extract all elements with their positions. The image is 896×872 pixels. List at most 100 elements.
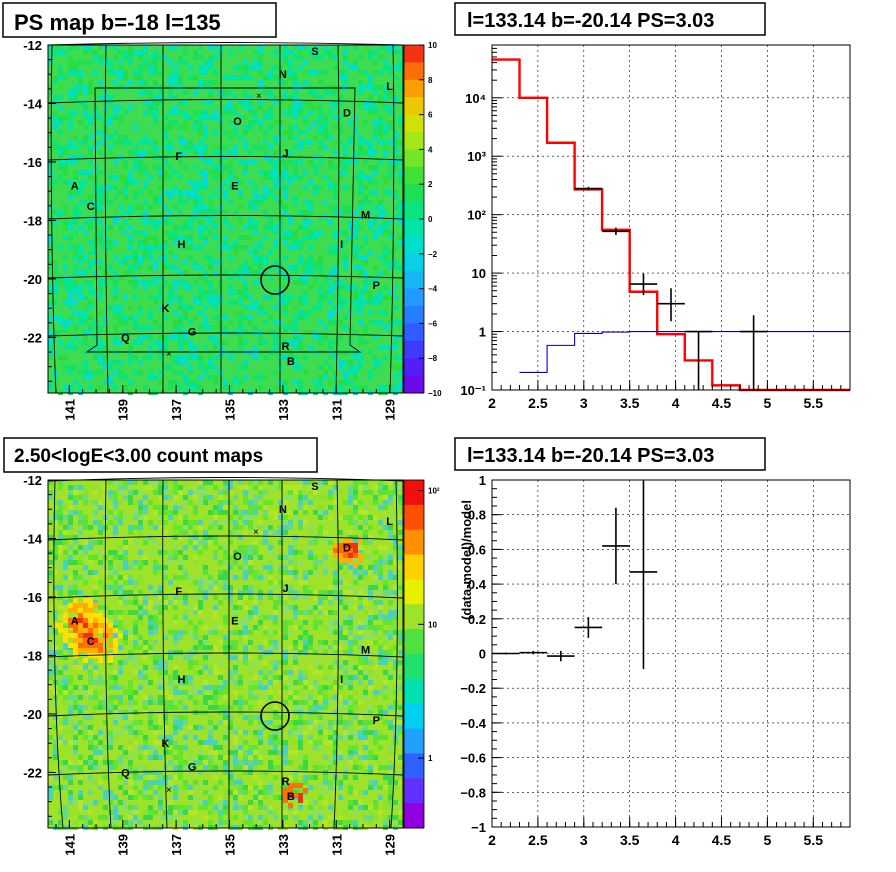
ps-map-pixel <box>178 355 183 360</box>
ps-map-pixel <box>63 235 68 240</box>
ps-map-pixel <box>253 205 258 210</box>
ps-map-pixel <box>178 345 183 350</box>
count-map-pixel <box>303 675 308 680</box>
count-map-pixel <box>238 695 243 700</box>
ps-map-pixel <box>318 130 323 135</box>
count-map-pixel <box>168 685 173 690</box>
ps-map-pixel <box>383 180 388 185</box>
ps-map-pixel <box>348 220 353 225</box>
ps-map-pixel <box>78 315 83 320</box>
count-map-pixel <box>218 690 223 695</box>
ps-map-pixel <box>93 240 98 245</box>
ps-map-pixel <box>83 170 88 175</box>
count-map-pixel <box>93 745 98 750</box>
count-map-pixel <box>368 625 373 630</box>
count-map-pixel <box>158 725 163 730</box>
ps-map-pixel <box>253 190 258 195</box>
count-map-pixel <box>263 750 268 755</box>
ps-map-pixel <box>253 345 258 350</box>
ps-map-pixel <box>283 50 288 55</box>
count-map-pixel <box>268 760 273 765</box>
ps-map-pixel <box>243 375 248 380</box>
count-map-pixel <box>53 585 58 590</box>
ps-map-pixel <box>248 200 253 205</box>
ps-map-pixel <box>48 205 53 210</box>
ps-map-pixel <box>83 100 88 105</box>
count-map-pixel <box>188 620 193 625</box>
count-map-pixel <box>313 535 318 540</box>
count-map-pixel <box>268 645 273 650</box>
ps-map-pixel <box>88 280 93 285</box>
count-map-pixel <box>143 640 148 645</box>
count-map-pixel <box>328 490 333 495</box>
count-map-pixel <box>343 620 348 625</box>
ps-map-pixel <box>323 135 328 140</box>
count-map-pixel <box>328 785 333 790</box>
count-map-pixel <box>263 660 268 665</box>
count-map-pixel <box>133 490 138 495</box>
count-map-pixel <box>138 635 143 640</box>
ps-map-pixel <box>293 95 298 100</box>
ps-map-pixel <box>83 315 88 320</box>
ps-map-pixel <box>353 65 358 70</box>
ps-map-pixel <box>168 285 173 290</box>
ps-map-pixel <box>353 295 358 300</box>
count-map-pixel <box>83 705 88 710</box>
ps-map-pixel <box>278 100 283 105</box>
count-map-pixel <box>158 620 163 625</box>
count-map-pixel <box>133 500 138 505</box>
count-map-pixel <box>348 630 353 635</box>
count-map-pixel <box>88 540 93 545</box>
ps-map-pixel <box>213 210 218 215</box>
ps-map-pixel <box>143 100 148 105</box>
count-map-pixel <box>108 490 113 495</box>
count-map-pixel <box>328 665 333 670</box>
count-map-pixel <box>98 505 103 510</box>
ps-map-pixel <box>243 265 248 270</box>
ps-map-pixel <box>248 265 253 270</box>
count-map-pixel <box>148 600 153 605</box>
ps-map-pixel <box>258 80 263 85</box>
ps-map-pixel <box>233 125 238 130</box>
count-map-pixel <box>298 790 303 795</box>
count-map-pixel <box>383 505 388 510</box>
count-map-pixel <box>233 745 238 750</box>
count-map-pixel <box>203 665 208 670</box>
count-map-pixel <box>193 765 198 770</box>
count-map-pixel <box>213 605 218 610</box>
ps-map-pixel <box>298 380 303 385</box>
count-map-pixel <box>233 700 238 705</box>
count-map-pixel <box>158 510 163 515</box>
ps-map-pixel <box>183 245 188 250</box>
count-map-pixel <box>173 635 178 640</box>
count-map-pixel <box>128 600 133 605</box>
ps-map-pixel <box>218 165 223 170</box>
ps-map-pixel <box>58 65 63 70</box>
ps-map-pixel <box>318 265 323 270</box>
ps-map-pixel <box>313 70 318 75</box>
ps-map-pixel <box>303 270 308 275</box>
count-map-pixel <box>318 600 323 605</box>
ps-map-pixel <box>133 165 138 170</box>
count-map-pixel <box>358 625 363 630</box>
source-label-e: E <box>231 180 238 192</box>
count-map-pixel <box>258 720 263 725</box>
count-map-pixel <box>128 525 133 530</box>
ps-map-pixel <box>73 255 78 260</box>
ps-map-pixel <box>198 195 203 200</box>
count-map-pixel <box>213 740 218 745</box>
ps-map-pixel <box>128 315 133 320</box>
ps-map-pixel <box>253 300 258 305</box>
count-map-pixel <box>73 510 78 515</box>
count-map-pixel <box>178 630 183 635</box>
count-map-pixel <box>213 665 218 670</box>
source-label-a: A <box>71 180 79 192</box>
count-map-pixel <box>383 765 388 770</box>
ps-map-pixel <box>293 235 298 240</box>
count-map-pixel <box>298 480 303 485</box>
ps-map-pixel <box>323 90 328 95</box>
ps-map-pixel <box>248 205 253 210</box>
ps-map-pixel <box>58 315 63 320</box>
count-map-pixel <box>128 560 133 565</box>
ps-map-pixel <box>368 165 373 170</box>
